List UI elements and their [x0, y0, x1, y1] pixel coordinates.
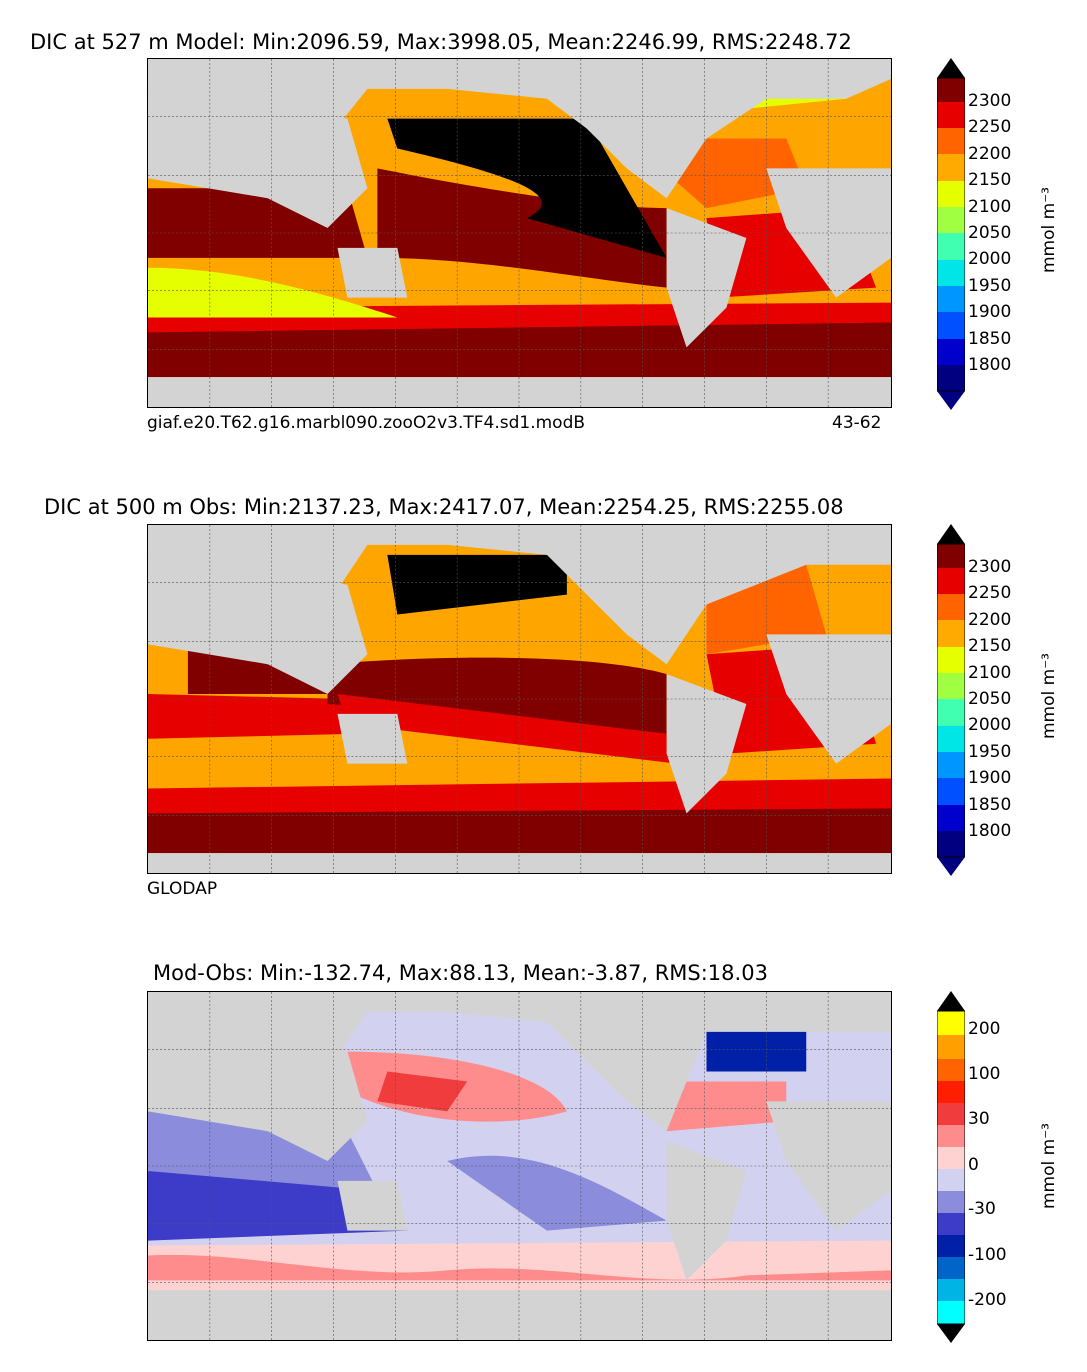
panel2-land-africa [766, 634, 891, 764]
panel3-atl-pink [666, 1081, 787, 1132]
panel2-tick: 2050 [968, 689, 1012, 709]
panel3-tick: -30 [968, 1199, 996, 1219]
panel2-tick: 2100 [968, 663, 1012, 683]
panel1-tick: 2000 [968, 249, 1012, 269]
panel2-tick: 2200 [968, 610, 1012, 630]
panel3-tick: -200 [968, 1290, 1007, 1310]
panel1-tick: 2300 [968, 91, 1012, 111]
panel2-tick: 1950 [968, 742, 1012, 762]
panel2-tick: 1800 [968, 821, 1012, 841]
panel2-land-sa [666, 674, 747, 814]
panel1-tick: 2100 [968, 197, 1012, 217]
panel3-colorbar-unit: mmol m⁻³ [1039, 1123, 1059, 1209]
panel2-title: DIC at 500 m Obs: Min:2137.23, Max:2417.… [44, 495, 844, 519]
panel1-indian-yellow [148, 267, 398, 318]
panel2-land-asia [148, 554, 368, 695]
panel3-indian-blue [148, 1161, 408, 1241]
panel2-indian-red [148, 694, 358, 739]
panel3-title: Mod-Obs: Min:-132.74, Max:88.13, Mean:-3… [153, 961, 768, 985]
panel1-title: DIC at 527 m Model: Min:2096.59, Max:399… [30, 30, 852, 54]
panel2-tick: 2300 [968, 557, 1012, 577]
panel3-tick: 30 [968, 1109, 990, 1129]
panel1-map [147, 58, 892, 408]
panel2-land-antarctica [148, 853, 891, 873]
panel3-land-africa [766, 1101, 891, 1231]
panel1-tick: 2250 [968, 117, 1012, 137]
panel1-pacific-black [387, 118, 667, 258]
panel3-land-aus [337, 1180, 408, 1231]
panel1-colorbar [937, 58, 965, 410]
panel3-pacific-blue [447, 1155, 667, 1231]
panel2-tick: 2000 [968, 715, 1012, 735]
panel3-land-sa [666, 1141, 747, 1281]
panel3-tick: 200 [968, 1019, 1001, 1039]
panel3-tick: -100 [968, 1245, 1007, 1265]
panel2-tick: 1900 [968, 768, 1012, 788]
panel2-tick: 2250 [968, 583, 1012, 603]
panel3-land-asia [148, 1021, 368, 1162]
panel2-kuroshio-orange [337, 620, 508, 655]
panel1-land-sa [666, 208, 747, 348]
panel1-land-asia [148, 88, 368, 229]
panel3-land-antarctica [148, 1290, 891, 1340]
panel1-land-aus [337, 247, 408, 298]
panel1-tick: 2050 [968, 223, 1012, 243]
panel1-tick: 1950 [968, 276, 1012, 296]
panel2-land-aus [337, 713, 408, 764]
panel2-pacific-red [337, 694, 677, 764]
panel3-labrador-blue [706, 1031, 807, 1072]
panel2-pacific-black [387, 554, 567, 615]
panel3-colorbar [937, 991, 965, 1343]
panel1-tick: 1850 [968, 329, 1012, 349]
panel2-colorbar-unit: mmol m⁻³ [1039, 653, 1059, 739]
panel3-tick: 0 [968, 1155, 979, 1175]
panel1-tick: 2150 [968, 170, 1012, 190]
panel1-tick: 1800 [968, 355, 1012, 375]
panel1-colorbar-unit: mmol m⁻³ [1039, 187, 1059, 273]
panel1-tick: 1900 [968, 302, 1012, 322]
panel2-caption-left: GLODAP [147, 879, 218, 899]
panel3-south-red [148, 1254, 891, 1281]
panel1-land-africa [766, 168, 891, 298]
panel3-land-na [148, 992, 891, 1132]
panel1-land-na [148, 59, 891, 199]
panel1-tick: 2200 [968, 144, 1012, 164]
panel3-map [147, 991, 892, 1341]
panel1-caption-right: 43-62 [832, 413, 882, 433]
panel1-caption-left: giaf.e20.T62.g16.marbl090.zooO2v3.TF4.sd… [147, 413, 586, 433]
panel2-colorbar [937, 524, 965, 876]
panel2-land-na [148, 525, 891, 665]
panel3-pacific-red [377, 1071, 468, 1112]
panel1-pacific-dark [377, 168, 667, 288]
panel2-map [147, 524, 892, 874]
panel3-tick: 100 [968, 1064, 1001, 1084]
panel1-land-antarctica [148, 377, 891, 407]
panel2-tick: 2150 [968, 636, 1012, 656]
panel2-tick: 1850 [968, 795, 1012, 815]
